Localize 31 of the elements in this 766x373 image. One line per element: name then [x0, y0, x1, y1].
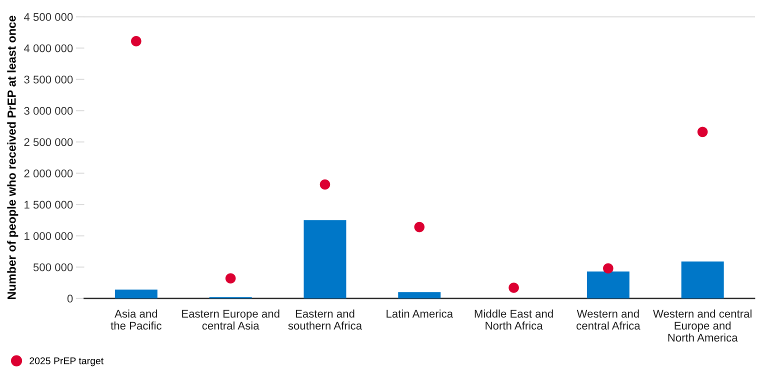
bar: [398, 292, 441, 298]
bar: [586, 271, 630, 298]
x-tick-label: Eastern and southern Africa: [288, 310, 362, 330]
point: [225, 273, 236, 284]
y-tick-label: 1 000 000: [24, 232, 73, 240]
point: [697, 126, 708, 138]
bar: [114, 290, 158, 298]
x-tick-label: Western and central Europe and North America: [653, 310, 752, 342]
y-tick-label: 3 000 000: [24, 106, 73, 115]
y-axis-title: Number of people who received PrEP at least once: [7, 16, 18, 300]
y-tick-label: 3 500 000: [24, 76, 73, 84]
x-tick-label: Eastern Europe and central Asia: [182, 310, 280, 330]
point: [131, 36, 142, 46]
point: [508, 282, 519, 293]
y-tick-label: 2 000 000: [24, 170, 73, 178]
y-tick-label: 0: [67, 294, 73, 303]
y-tick-label: 4 500 000: [24, 13, 73, 21]
point: [603, 263, 614, 274]
y-tick-label: 1 500 000: [24, 200, 73, 209]
legend-label: 2025 PrEP target: [30, 357, 104, 366]
x-tick-label: Western and central Africa: [576, 310, 640, 330]
point: [414, 222, 425, 232]
bar: [681, 261, 724, 298]
x-tick-label: Middle East and North Africa: [474, 310, 553, 330]
x-tick-label: Latin America: [386, 310, 454, 318]
y-tick-label: 500 000: [33, 263, 73, 272]
x-tick-label: Asia and the Pacific: [110, 310, 162, 330]
bar: [304, 220, 346, 298]
point: [320, 179, 330, 190]
y-tick-label: 2 500 000: [24, 138, 73, 146]
y-tick-label: 4 000 000: [24, 44, 73, 52]
